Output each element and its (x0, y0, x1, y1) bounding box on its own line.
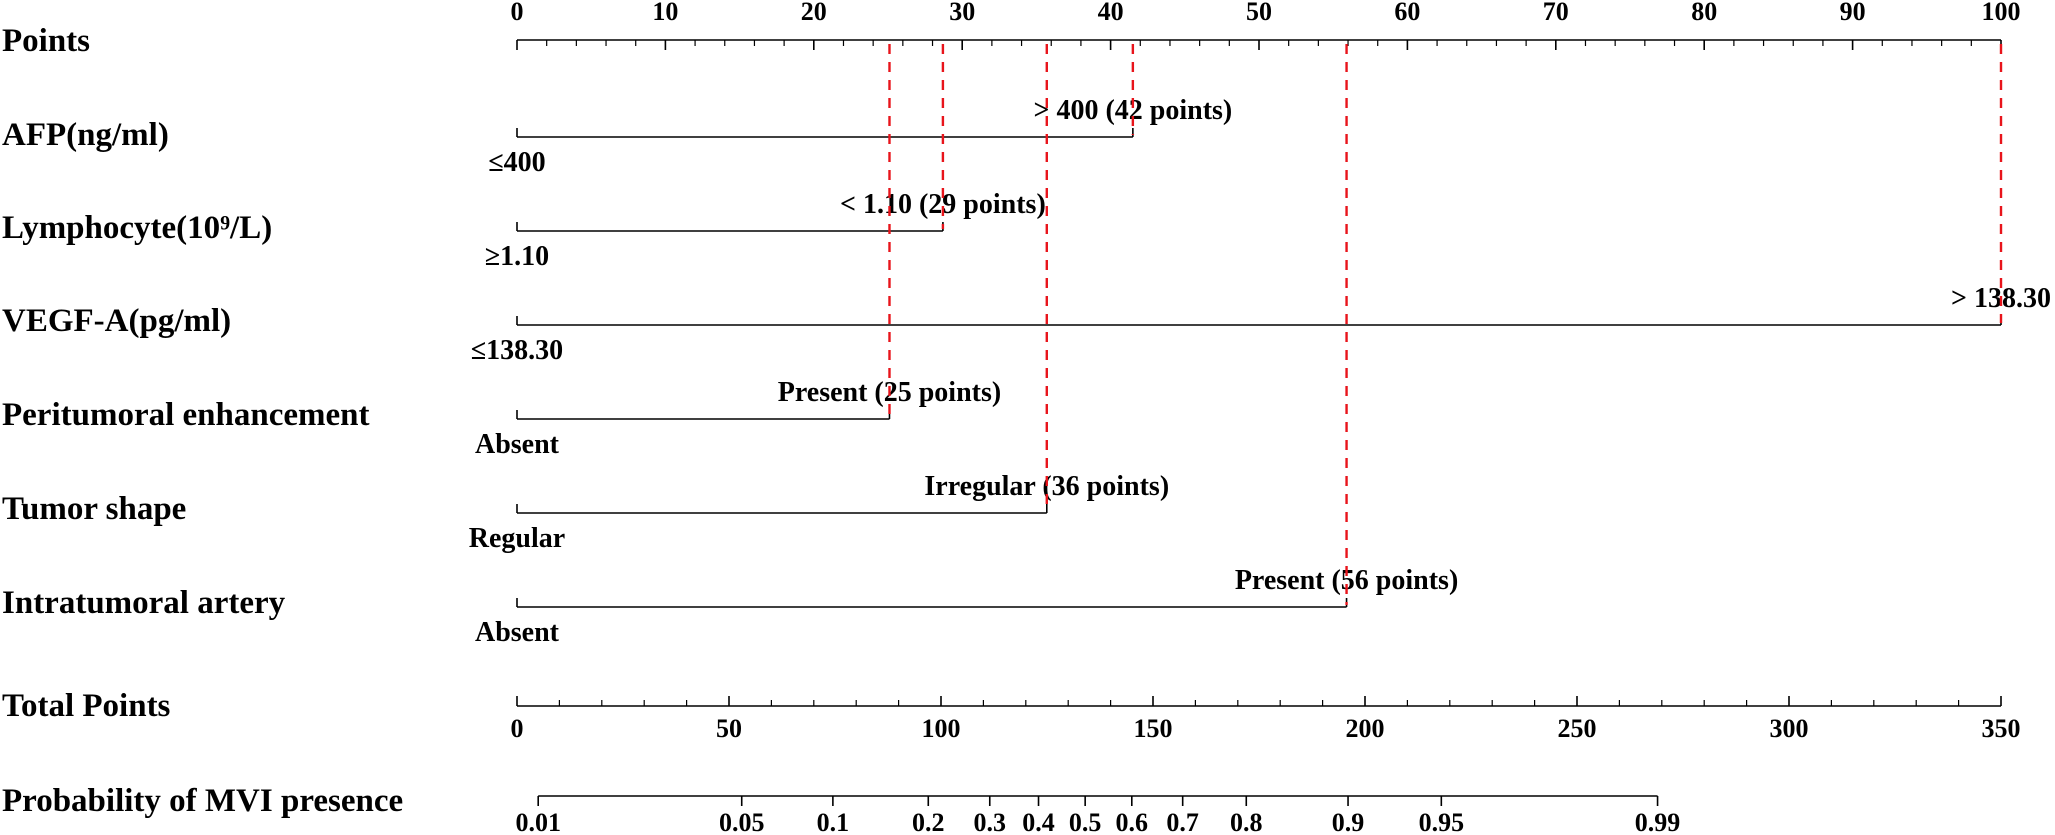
tick-label: 70 (1543, 0, 1569, 26)
tick-label: 10 (652, 0, 678, 26)
tick-label: 50 (1246, 0, 1272, 26)
tick-label: 200 (1346, 714, 1385, 743)
predictor-label: Intratumoral artery (2, 585, 286, 621)
tick-label: 250 (1558, 714, 1597, 743)
predictor-bars: ≤400> 400 (42 points)≥1.10< 1.10 (29 poi… (469, 95, 2051, 648)
probability-tick-label: 0.3 (974, 808, 1007, 835)
tick-label: 80 (1691, 0, 1717, 26)
level-label-low: ≤400 (488, 147, 545, 178)
probability-tick-label: 0.01 (515, 808, 561, 835)
points-axis: 0 10 20 30 40 50 60 70 80 90 100 (511, 0, 2021, 50)
level-label-low: Absent (475, 617, 560, 648)
probability-label: Probability of MVI presence (2, 783, 403, 819)
predictor-label: AFP(ng/ml) (2, 117, 169, 153)
tick-label: 100 (922, 714, 961, 743)
total-points-label: Total Points (2, 688, 171, 724)
probability-tick-label: 0.7 (1166, 808, 1199, 835)
row-labels: Points AFP(ng/ml) Lymphocyte(10⁹/L) VEGF-A(… (2, 23, 403, 819)
probability-tick-label: 0.05 (719, 808, 765, 835)
tick-label: 0 (511, 0, 524, 26)
probability-tick-label: 0.99 (1635, 808, 1681, 835)
predictor-label: Lymphocyte(10⁹/L) (2, 210, 272, 246)
probability-tick-label: 0.9 (1332, 808, 1365, 835)
level-label-low: Regular (469, 523, 565, 554)
points-axis-label: Points (2, 23, 90, 59)
tick-label: 100 (1982, 0, 2021, 26)
tick-label: 60 (1394, 0, 1420, 26)
probability-tick-label: 0.6 (1116, 808, 1149, 835)
probability-tick-label: 0.2 (912, 808, 945, 835)
total-points-axis: 0 50 100 150 200 250 300 350 (511, 696, 2021, 743)
probability-tick-label: 0.4 (1022, 808, 1055, 835)
level-label-low: ≥1.10 (485, 241, 549, 272)
tick-label: 90 (1840, 0, 1866, 26)
predictor-label: Tumor shape (2, 491, 186, 527)
tick-label: 0 (511, 714, 524, 743)
tick-label: 300 (1770, 714, 1809, 743)
predictor-label: VEGF-A(pg/ml) (2, 303, 231, 339)
reference-lines (888, 44, 2003, 605)
probability-tick-label: 0.5 (1069, 808, 1102, 835)
probability-tick-label: 0.1 (817, 808, 850, 835)
level-label-low: Absent (475, 429, 560, 460)
probability-tick-label: 0.8 (1230, 808, 1263, 835)
tick-label: 350 (1982, 714, 2021, 743)
tick-label: 20 (801, 0, 827, 26)
probability-axis: 0.01 0.05 0.1 0.2 0.3 0.4 0.5 0.6 0.7 0.8 0.9 0.95 0… (515, 795, 1681, 835)
probability-tick-label: 0.95 (1419, 808, 1465, 835)
tick-label: 50 (716, 714, 742, 743)
tick-label: 150 (1134, 714, 1173, 743)
tick-label: 40 (1098, 0, 1124, 26)
tick-label: 30 (949, 0, 975, 26)
level-label-low: ≤138.30 (471, 335, 563, 366)
predictor-label: Peritumoral enhancement (2, 397, 370, 433)
